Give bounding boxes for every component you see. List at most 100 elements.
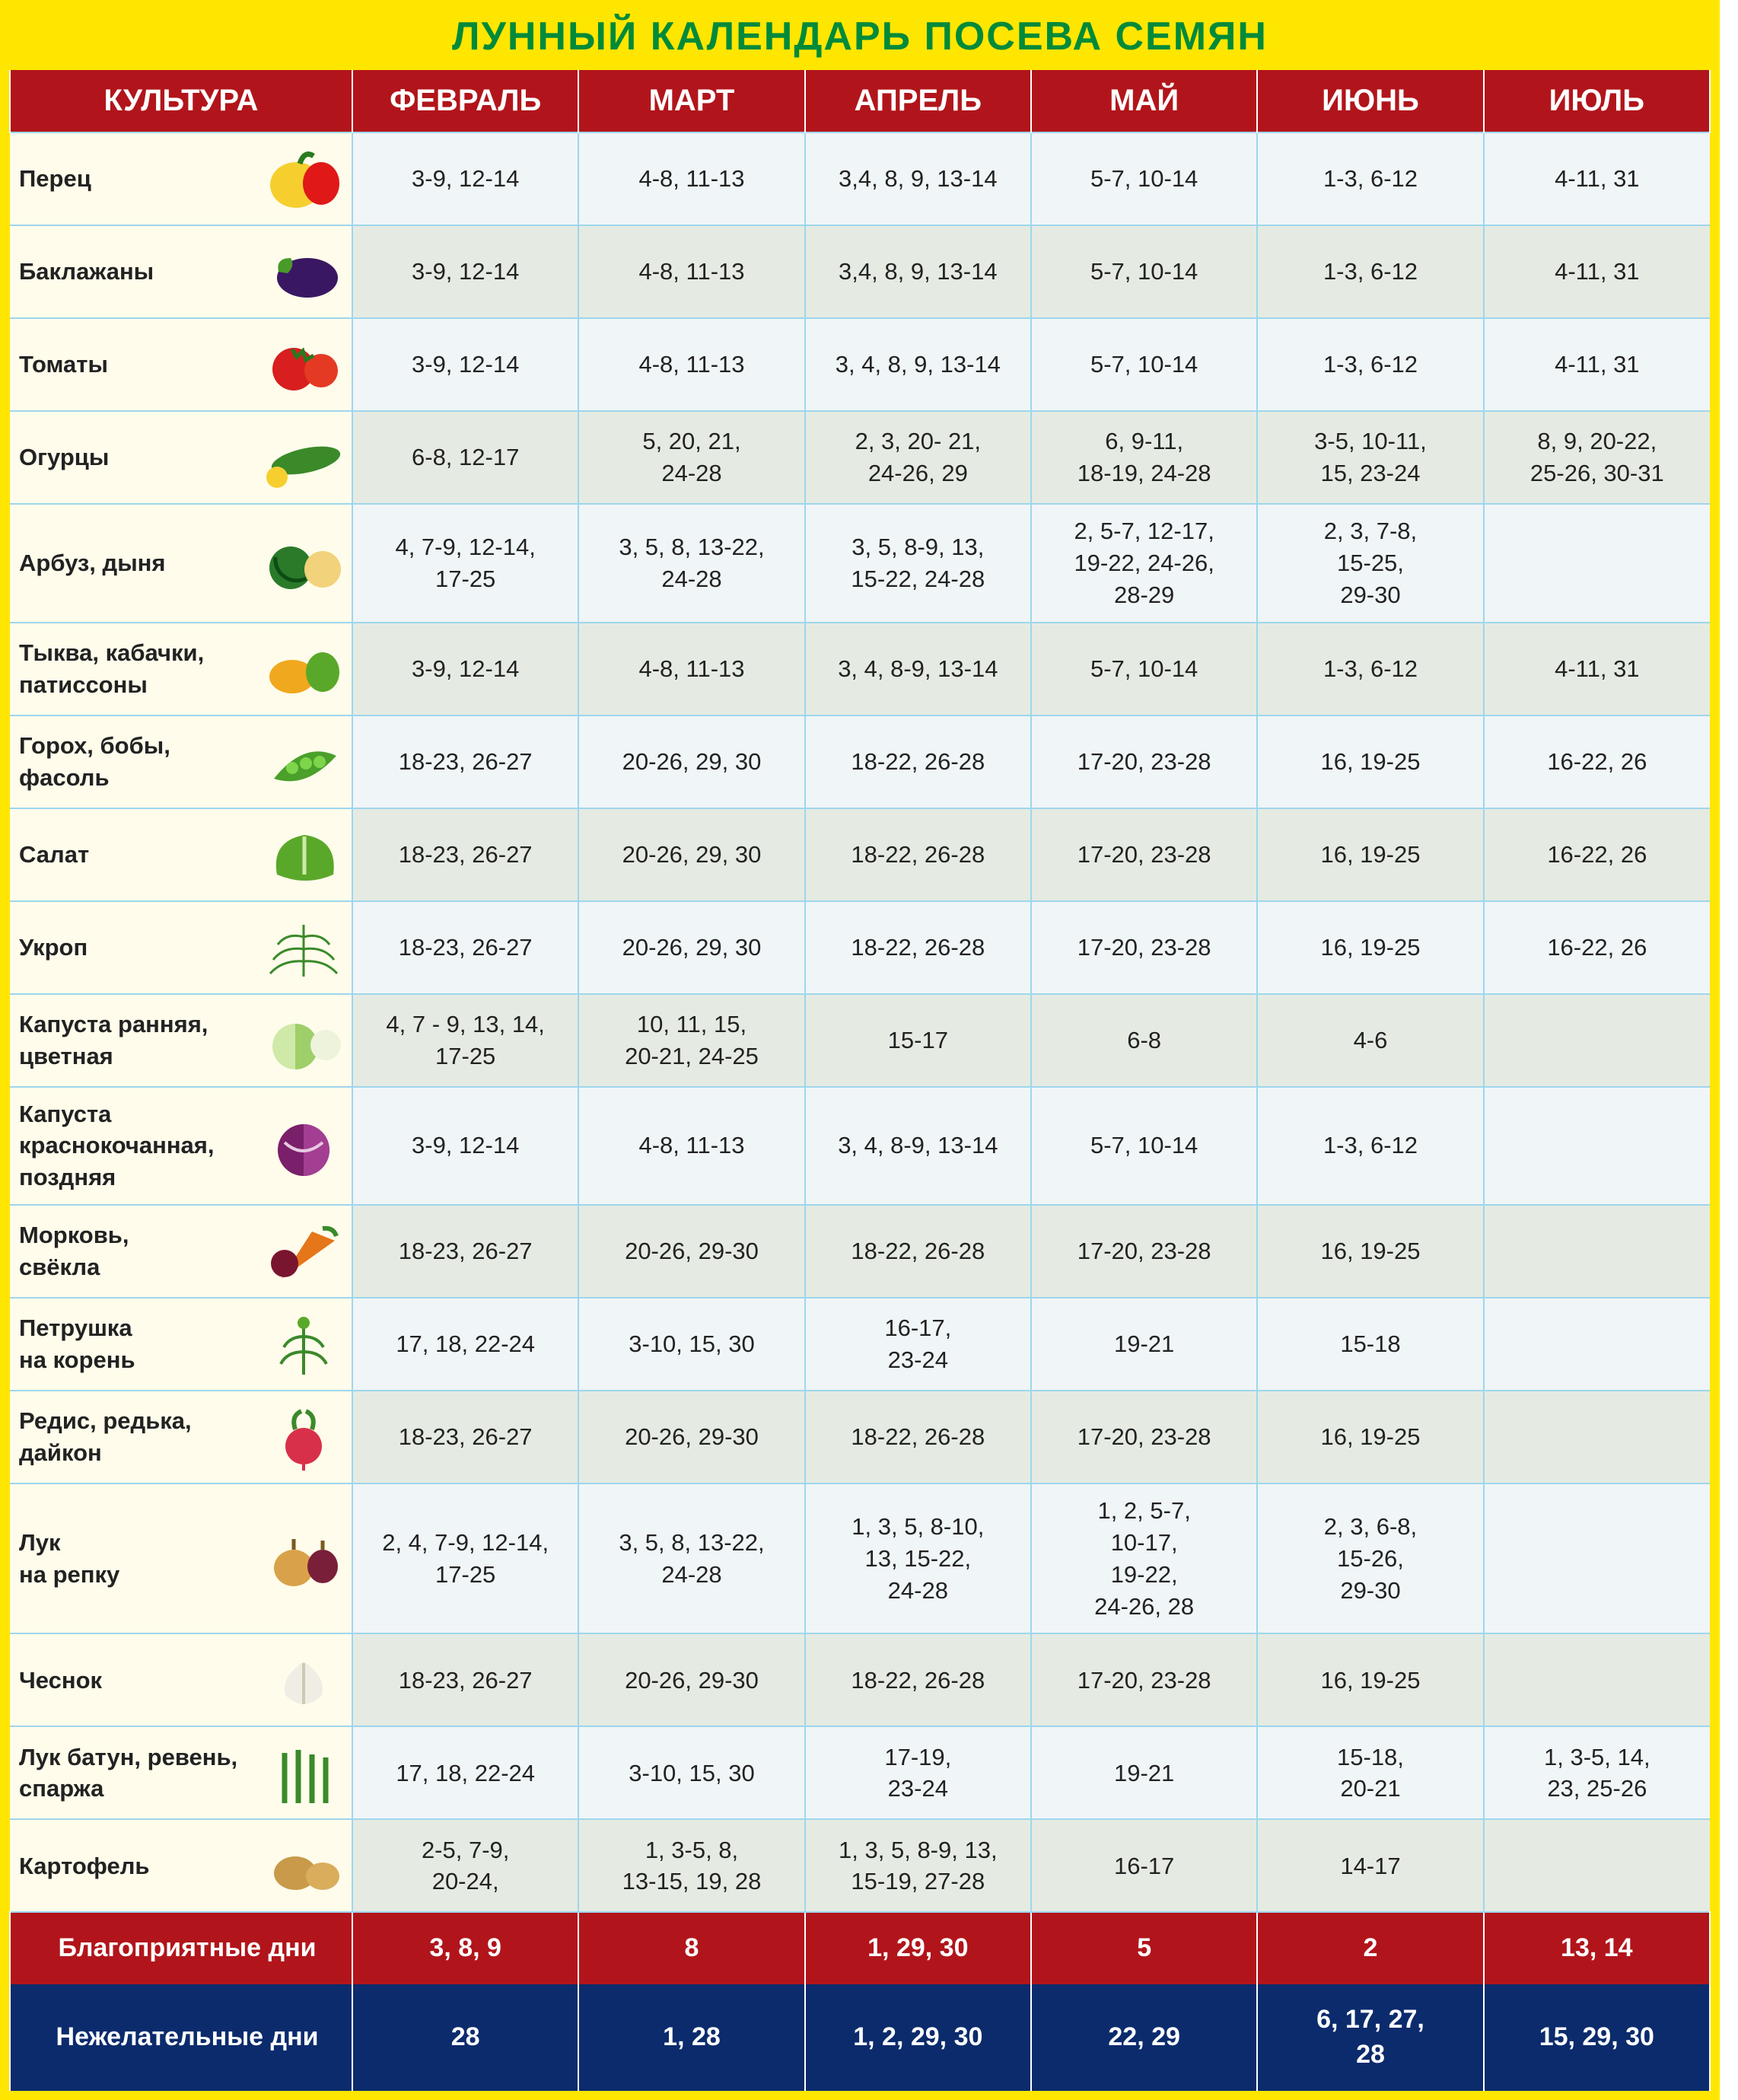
footer-bad-row: Нежелательные дни281, 281, 2, 29, 3022, … (10, 1984, 1710, 2091)
footer-bad-label: Нежелательные дни (10, 1984, 352, 2091)
table-row: Баклажаны3-9, 12-144-8, 11-133,4, 8, 9, … (10, 225, 1710, 318)
crop-name: Чеснок (19, 1665, 251, 1697)
footer-cell: 3, 8, 9 (352, 1912, 578, 1984)
squash-icon (257, 636, 345, 703)
crop-name: Тыква, кабачки, патиссоны (19, 637, 251, 701)
footer-good-label: Благоприятные дни (10, 1912, 352, 1984)
date-cell: 4-11, 31 (1484, 225, 1710, 318)
date-cell: 2, 3, 20- 21,24-26, 29 (805, 411, 1031, 504)
date-cell: 14-17 (1257, 1819, 1483, 1912)
date-cell: 17-20, 23-28 (1031, 901, 1257, 994)
crop-name: Перец (19, 163, 251, 195)
date-cell: 4-8, 11-13 (578, 318, 804, 411)
footer-cell: 1, 29, 30 (805, 1912, 1031, 1984)
table-row: Томаты 3-9, 12-144-8, 11-133, 4, 8, 9, 13… (10, 318, 1710, 411)
col-header-month: ФЕВРАЛЬ (352, 70, 578, 132)
crop-cell: Огурцы (10, 411, 352, 504)
date-cell: 17-20, 23-28 (1031, 808, 1257, 901)
date-cell: 18-22, 26-28 (805, 1391, 1031, 1483)
date-cell (1484, 504, 1710, 623)
footer-good-row: Благоприятные дни3, 8, 981, 29, 305213, … (10, 1912, 1710, 1984)
date-cell: 18-23, 26-27 (352, 1633, 578, 1726)
table-row: Тыква, кабачки, патиссоны 3-9, 12-144-8, … (10, 623, 1710, 715)
table-row: Петрушкана корень17, 18, 22-243-10, 15, … (10, 1298, 1710, 1391)
date-cell: 4-11, 31 (1484, 623, 1710, 715)
footer-cell: 2 (1257, 1912, 1483, 1984)
crop-name: Капуста краснокочанная, поздняя (19, 1098, 251, 1194)
date-cell: 17-20, 23-28 (1031, 715, 1257, 808)
date-cell: 4-8, 11-13 (578, 623, 804, 715)
col-header-month: ИЮНЬ (1257, 70, 1483, 132)
crop-name: Лукна репку (19, 1527, 251, 1591)
table-row: Огурцы6-8, 12-175, 20, 21,24-282, 3, 20-… (10, 411, 1710, 504)
footer-cell: 8 (578, 1912, 804, 1984)
date-cell: 3, 5, 8, 13-22,24-28 (578, 504, 804, 623)
crop-cell: Баклажаны (10, 225, 352, 318)
date-cell: 18-23, 26-27 (352, 901, 578, 994)
table-row: Горох, бобы,фасоль18-23, 26-2720-26, 29,… (10, 715, 1710, 808)
date-cell: 3-9, 12-14 (352, 623, 578, 715)
footer-cell: 13, 14 (1484, 1912, 1710, 1984)
date-cell: 18-22, 26-28 (805, 1633, 1031, 1726)
crop-cell: Редис, редька, дайкон (10, 1391, 352, 1483)
date-cell: 3-9, 12-14 (352, 318, 578, 411)
date-cell: 18-22, 26-28 (805, 808, 1031, 901)
parsley-icon (257, 1311, 345, 1378)
date-cell: 20-26, 29, 30 (578, 808, 804, 901)
crop-name: Укроп (19, 932, 251, 964)
date-cell: 16, 19-25 (1257, 1205, 1483, 1298)
table-row: Чеснок18-23, 26-2720-26, 29-3018-22, 26-… (10, 1633, 1710, 1726)
date-cell (1484, 1483, 1710, 1633)
date-cell: 5-7, 10-14 (1031, 623, 1257, 715)
date-cell: 3, 5, 8, 13-22,24-28 (578, 1483, 804, 1633)
date-cell: 3, 4, 8-9, 13-14 (805, 1087, 1031, 1206)
table-row: Картофель2-5, 7-9,20-24,1, 3-5, 8,13-15,… (10, 1819, 1710, 1912)
eggplant-icon (257, 238, 345, 305)
date-cell: 17-20, 23-28 (1031, 1205, 1257, 1298)
crop-name: Капуста ранняя, цветная (19, 1009, 251, 1072)
date-cell: 18-22, 26-28 (805, 1205, 1031, 1298)
date-cell: 18-22, 26-28 (805, 901, 1031, 994)
date-cell: 20-26, 29-30 (578, 1205, 804, 1298)
date-cell: 4-6 (1257, 994, 1483, 1087)
calendar-frame: ЛУННЫЙ КАЛЕНДАРЬ ПОСЕВА СЕМЯН КУЛЬТУРАФЕ… (0, 0, 1720, 2100)
radish-icon (257, 1404, 345, 1471)
date-cell: 1-3, 6-12 (1257, 132, 1483, 225)
date-cell (1484, 1298, 1710, 1391)
date-cell: 1-3, 6-12 (1257, 225, 1483, 318)
date-cell: 3, 4, 8, 9, 13-14 (805, 318, 1031, 411)
crop-cell: Укроп (10, 901, 352, 994)
date-cell: 5-7, 10-14 (1031, 132, 1257, 225)
salad-icon (257, 821, 345, 888)
date-cell: 10, 11, 15,20-21, 24-25 (578, 994, 804, 1087)
date-cell: 3-9, 12-14 (352, 225, 578, 318)
table-body: Перец3-9, 12-144-8, 11-133,4, 8, 9, 13-1… (10, 132, 1710, 1912)
crop-cell: Капуста краснокочанная, поздняя (10, 1087, 352, 1206)
date-cell: 6, 9-11,18-19, 24-28 (1031, 411, 1257, 504)
date-cell: 16, 19-25 (1257, 715, 1483, 808)
crop-name: Томаты (19, 349, 251, 381)
date-cell: 16-22, 26 (1484, 808, 1710, 901)
date-cell: 2-5, 7-9,20-24, (352, 1819, 578, 1912)
table-header: КУЛЬТУРАФЕВРАЛЬМАРТАПРЕЛЬМАЙИЮНЬИЮЛЬ (10, 70, 1710, 132)
table-row: Лук батун, ревень, спаржа17, 18, 22-243-… (10, 1726, 1710, 1819)
date-cell: 16-22, 26 (1484, 715, 1710, 808)
date-cell: 16, 19-25 (1257, 1391, 1483, 1483)
date-cell: 2, 3, 6-8,15-26,29-30 (1257, 1483, 1483, 1633)
crop-name: Баклажаны (19, 256, 251, 288)
pepper-icon (257, 145, 345, 212)
date-cell: 5-7, 10-14 (1031, 1087, 1257, 1206)
crop-cell: Морковь,свёкла (10, 1205, 352, 1298)
crop-name: Горох, бобы,фасоль (19, 730, 251, 794)
date-cell: 17, 18, 22-24 (352, 1726, 578, 1819)
date-cell: 18-22, 26-28 (805, 715, 1031, 808)
footer-cell: 22, 29 (1031, 1984, 1257, 2091)
date-cell: 4-8, 11-13 (578, 132, 804, 225)
date-cell: 16, 19-25 (1257, 901, 1483, 994)
table-row: Капуста ранняя, цветная4, 7 - 9, 13, 14,… (10, 994, 1710, 1087)
crop-cell: Лук батун, ревень, спаржа (10, 1726, 352, 1819)
date-cell: 5-7, 10-14 (1031, 318, 1257, 411)
crop-name: Редис, редька, дайкон (19, 1405, 251, 1469)
table-row: Арбуз, дыня4, 7-9, 12-14,17-253, 5, 8, 1… (10, 504, 1710, 623)
calendar-table: КУЛЬТУРАФЕВРАЛЬМАРТАПРЕЛЬМАЙИЮНЬИЮЛЬ Пер… (9, 70, 1711, 2091)
